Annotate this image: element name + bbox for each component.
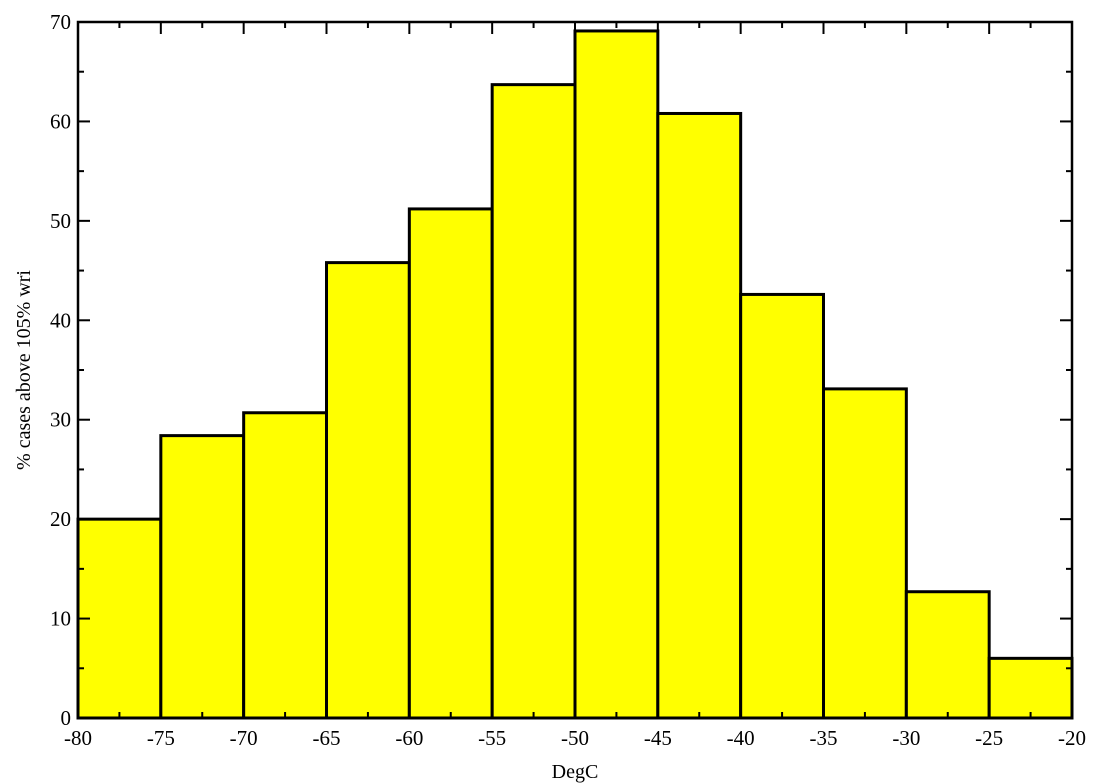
histogram-bar bbox=[242, 411, 329, 720]
histogram-bar bbox=[822, 387, 908, 720]
x-tick-label: -50 bbox=[561, 726, 589, 750]
x-tick-label: -25 bbox=[975, 726, 1003, 750]
bars-group bbox=[76, 29, 1074, 720]
histogram-bar bbox=[739, 292, 826, 720]
x-tick-label: -60 bbox=[395, 726, 423, 750]
histogram-bar bbox=[904, 590, 991, 720]
tick-labels-group: -80 -75 -70 -65 -60 -55 -50 -45 -40 -35 -30 -25 -20 0… bbox=[50, 10, 1086, 750]
y-tick-label: 0 bbox=[61, 706, 72, 730]
x-tick-label: -30 bbox=[892, 726, 920, 750]
histogram-bar bbox=[325, 261, 411, 720]
y-tick-label: 70 bbox=[50, 10, 71, 34]
x-tick-label: -65 bbox=[313, 726, 341, 750]
x-tick-label: -75 bbox=[147, 726, 175, 750]
histogram-bar bbox=[76, 517, 163, 720]
x-tick-label: -20 bbox=[1058, 726, 1086, 750]
histogram-bar bbox=[573, 29, 660, 720]
y-tick-label: 60 bbox=[50, 109, 71, 133]
x-tick-label: -80 bbox=[64, 726, 92, 750]
histogram-bar bbox=[407, 207, 494, 720]
y-tick-label: 10 bbox=[50, 607, 71, 631]
y-axis-title: % cases above 105% wri bbox=[13, 270, 35, 470]
y-tick-label: 50 bbox=[50, 209, 71, 233]
histogram-bar bbox=[159, 434, 246, 720]
histogram-bar bbox=[987, 656, 1074, 720]
y-tick-label: 30 bbox=[50, 408, 71, 432]
x-axis-title: DegC bbox=[552, 761, 599, 783]
y-tick-label: 20 bbox=[50, 507, 71, 531]
plot-frame bbox=[76, 20, 1074, 720]
x-tick-label: -35 bbox=[810, 726, 838, 750]
x-tick-label: -45 bbox=[644, 726, 672, 750]
x-tick-label: -55 bbox=[478, 726, 506, 750]
x-tick-label: -40 bbox=[727, 726, 755, 750]
x-tick-label: -70 bbox=[230, 726, 258, 750]
histogram-bar bbox=[656, 111, 743, 720]
y-tick-label: 40 bbox=[50, 308, 71, 332]
histogram-bar bbox=[490, 83, 577, 720]
